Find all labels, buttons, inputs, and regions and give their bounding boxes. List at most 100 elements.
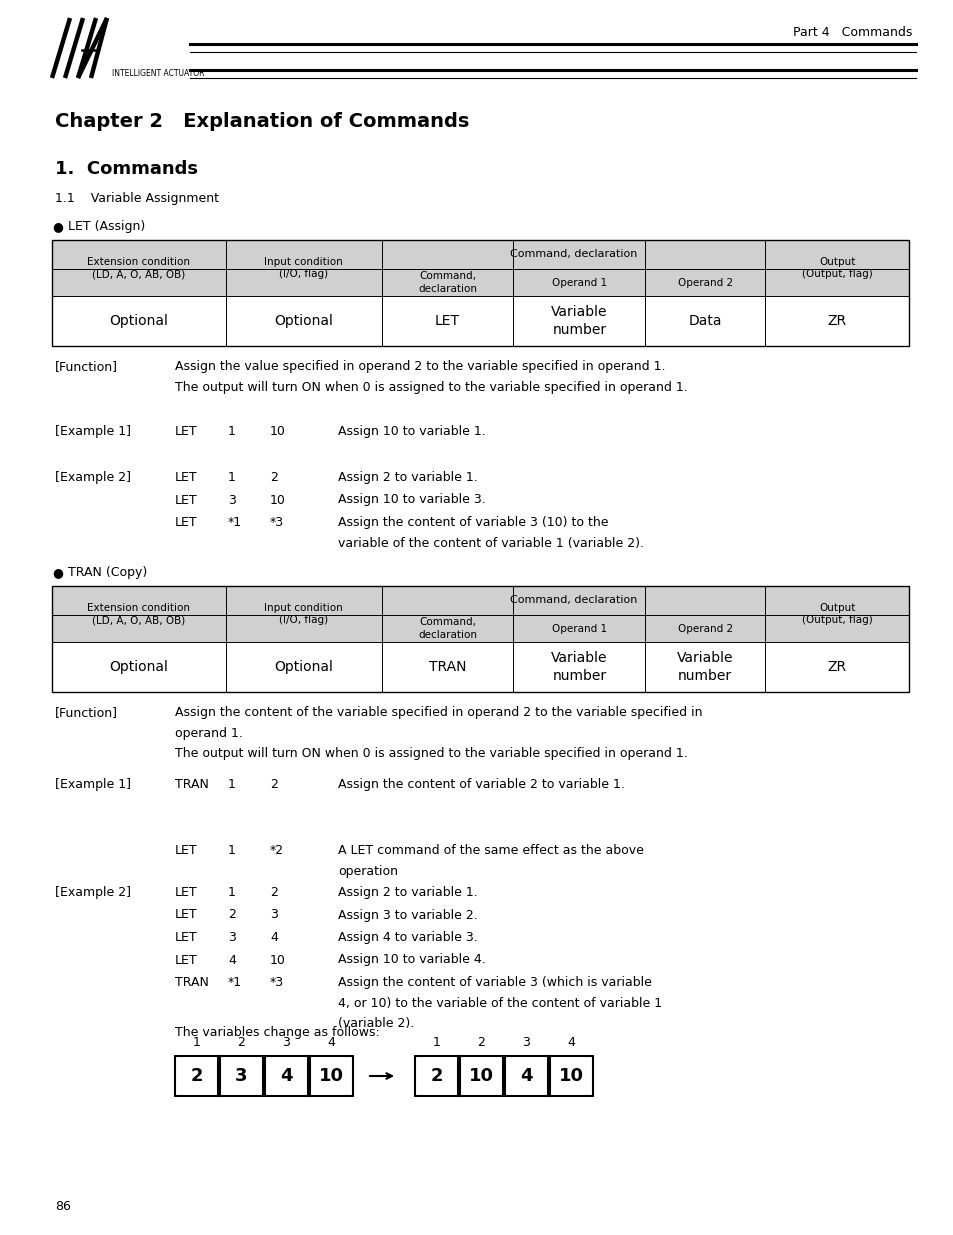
Bar [764, 585, 908, 615]
Bar [644, 240, 764, 269]
Text: 3: 3 [270, 909, 277, 921]
Text: 2: 2 [190, 1067, 203, 1086]
Text: 86: 86 [55, 1200, 71, 1213]
Text: LET: LET [174, 494, 197, 506]
Text: Variable
number: Variable number [551, 305, 607, 337]
Text: Assign the content of variable 3 (which is variable: Assign the content of variable 3 (which … [337, 976, 651, 989]
Text: Command, declaration: Command, declaration [509, 595, 637, 605]
Bar [381, 615, 513, 642]
Bar [226, 615, 381, 642]
Text: 3: 3 [235, 1067, 248, 1086]
Text: Assign 2 to variable 1.: Assign 2 to variable 1. [337, 885, 477, 899]
Text: Extension condition
(LD, A, O, AB, OB): Extension condition (LD, A, O, AB, OB) [88, 257, 191, 279]
Text: LET: LET [174, 471, 197, 484]
Bar [52, 615, 226, 642]
Text: [Example 1]: [Example 1] [55, 425, 131, 438]
Bar [381, 240, 513, 269]
Bar [550, 1056, 593, 1095]
Text: 4: 4 [519, 1067, 532, 1086]
Text: Operand 1: Operand 1 [551, 278, 606, 288]
Text: Assign 10 to variable 3.: Assign 10 to variable 3. [337, 494, 485, 506]
Text: 2: 2 [228, 909, 235, 921]
Bar [459, 1056, 502, 1095]
Text: 10: 10 [270, 425, 286, 438]
Text: LET: LET [174, 885, 197, 899]
Text: Optional: Optional [274, 659, 333, 674]
Bar [644, 269, 764, 296]
Text: 2: 2 [270, 471, 277, 484]
Text: Part 4   Commands: Part 4 Commands [792, 26, 911, 40]
Text: 4: 4 [270, 931, 277, 944]
Text: [Example 2]: [Example 2] [55, 471, 131, 484]
Text: *1: *1 [228, 516, 242, 529]
Text: Command,
declaration: Command, declaration [417, 618, 476, 640]
Text: Operand 2: Operand 2 [677, 624, 732, 634]
Bar [226, 585, 381, 615]
Text: LET: LET [174, 844, 197, 857]
Text: Assign 10 to variable 4.: Assign 10 to variable 4. [337, 953, 485, 967]
Text: TRAN: TRAN [174, 976, 209, 989]
Text: 2: 2 [270, 885, 277, 899]
Text: 1: 1 [228, 885, 235, 899]
Text: [Example 2]: [Example 2] [55, 885, 131, 899]
Text: (variable 2).: (variable 2). [337, 1016, 414, 1030]
Text: *3: *3 [270, 976, 284, 989]
Text: operation: operation [337, 864, 397, 878]
Text: ZR: ZR [826, 314, 845, 329]
Text: Command,
declaration: Command, declaration [417, 272, 476, 294]
Text: 10: 10 [270, 494, 286, 506]
Text: Assign the value specified in operand 2 to the variable specified in operand 1.: Assign the value specified in operand 2 … [174, 359, 665, 373]
Text: 1: 1 [228, 778, 235, 790]
Bar [381, 269, 513, 296]
Text: LET: LET [174, 909, 197, 921]
Text: Variable
number: Variable number [551, 651, 607, 683]
Bar [513, 269, 644, 296]
Bar [415, 1056, 457, 1095]
Text: 2: 2 [237, 1036, 245, 1049]
Text: INTELLIGENT ACTUATOR: INTELLIGENT ACTUATOR [112, 68, 204, 78]
Text: 3: 3 [522, 1036, 530, 1049]
Bar [381, 585, 513, 615]
Text: 3: 3 [228, 494, 235, 506]
Text: TRAN: TRAN [428, 659, 466, 674]
Text: 4, or 10) to the variable of the content of variable 1: 4, or 10) to the variable of the content… [337, 997, 661, 1009]
Text: 1.1    Variable Assignment: 1.1 Variable Assignment [55, 191, 219, 205]
Text: Output
(Output, flag): Output (Output, flag) [801, 603, 872, 625]
Text: 2: 2 [270, 778, 277, 790]
Text: [Example 1]: [Example 1] [55, 778, 131, 790]
Text: 10: 10 [558, 1067, 583, 1086]
Text: The output will turn ON when 0 is assigned to the variable specified in operand : The output will turn ON when 0 is assign… [174, 747, 687, 760]
Text: 2: 2 [477, 1036, 485, 1049]
Text: LET: LET [174, 931, 197, 944]
Text: *3: *3 [270, 516, 284, 529]
Text: Assign the content of variable 3 (10) to the: Assign the content of variable 3 (10) to… [337, 516, 608, 529]
Text: Assign the content of variable 2 to variable 1.: Assign the content of variable 2 to vari… [337, 778, 624, 790]
Text: 1: 1 [432, 1036, 440, 1049]
Text: LET: LET [435, 314, 459, 329]
Text: LET: LET [174, 953, 197, 967]
Bar [513, 585, 644, 615]
Text: *1: *1 [228, 976, 242, 989]
Text: Operand 1: Operand 1 [551, 624, 606, 634]
Bar [504, 1056, 547, 1095]
Text: 10: 10 [270, 953, 286, 967]
Text: Optional: Optional [110, 659, 168, 674]
Text: LET: LET [174, 516, 197, 529]
Bar [52, 240, 908, 346]
Text: Command, declaration: Command, declaration [509, 249, 637, 259]
Text: Extension condition
(LD, A, O, AB, OB): Extension condition (LD, A, O, AB, OB) [88, 603, 191, 625]
Text: Assign 3 to variable 2.: Assign 3 to variable 2. [337, 909, 477, 921]
Text: Assign the content of the variable specified in operand 2 to the variable specif: Assign the content of the variable speci… [174, 706, 701, 719]
Text: 3: 3 [228, 931, 235, 944]
Text: Input condition
(I/O, flag): Input condition (I/O, flag) [264, 603, 343, 625]
Text: The variables change as follows:: The variables change as follows: [174, 1026, 379, 1039]
Bar [764, 269, 908, 296]
Bar [52, 240, 226, 269]
Bar [226, 269, 381, 296]
Text: Optional: Optional [110, 314, 168, 329]
Bar [226, 240, 381, 269]
Bar [174, 1056, 218, 1095]
Text: A LET command of the same effect as the above: A LET command of the same effect as the … [337, 844, 643, 857]
Text: 1: 1 [228, 844, 235, 857]
Text: Assign 2 to variable 1.: Assign 2 to variable 1. [337, 471, 477, 484]
